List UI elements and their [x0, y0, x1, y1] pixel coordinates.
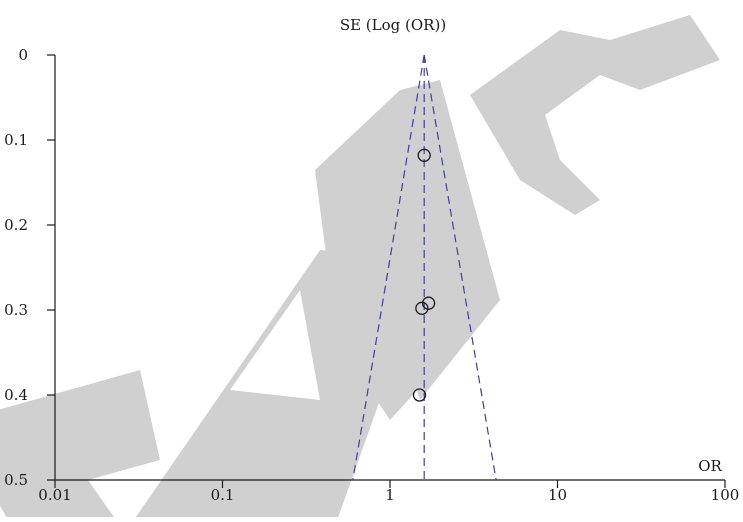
points-layer	[412, 148, 436, 402]
funnel-right-bound	[423, 54, 497, 481]
y-tick-label: 0.2	[4, 216, 28, 234]
y-axis-title: SE (Log (OR))	[340, 16, 446, 34]
watermark-letter-shape	[0, 370, 160, 522]
x-tick-label: 0.1	[211, 486, 235, 504]
x-axis-title: OR	[698, 457, 722, 475]
study-point	[421, 296, 436, 310]
study-point	[415, 301, 429, 315]
y-tick-label: 0.5	[4, 471, 28, 489]
funnel-layer	[352, 54, 497, 481]
y-tick-label: 0.1	[4, 131, 28, 149]
study-point	[417, 148, 431, 162]
axes-layer: 0 0.1 0.2 0.3 0.4 0.5 0.01 0.1 1 10 100	[4, 46, 739, 504]
funnel-left-bound	[352, 54, 425, 481]
watermark-letter-shape	[470, 15, 720, 215]
x-tick-label: 0.01	[38, 486, 71, 504]
watermark-letter-shape	[350, 240, 500, 420]
study-point	[412, 388, 427, 402]
x-tick-label: 1	[385, 486, 395, 504]
x-tick-label: 10	[548, 486, 567, 504]
y-tick-label: 0.4	[4, 386, 28, 404]
watermark-layer	[0, 15, 720, 522]
y-tick-label: 0.3	[4, 301, 28, 319]
x-tick-label: 100	[711, 486, 740, 504]
y-tick-label: 0	[18, 46, 28, 64]
